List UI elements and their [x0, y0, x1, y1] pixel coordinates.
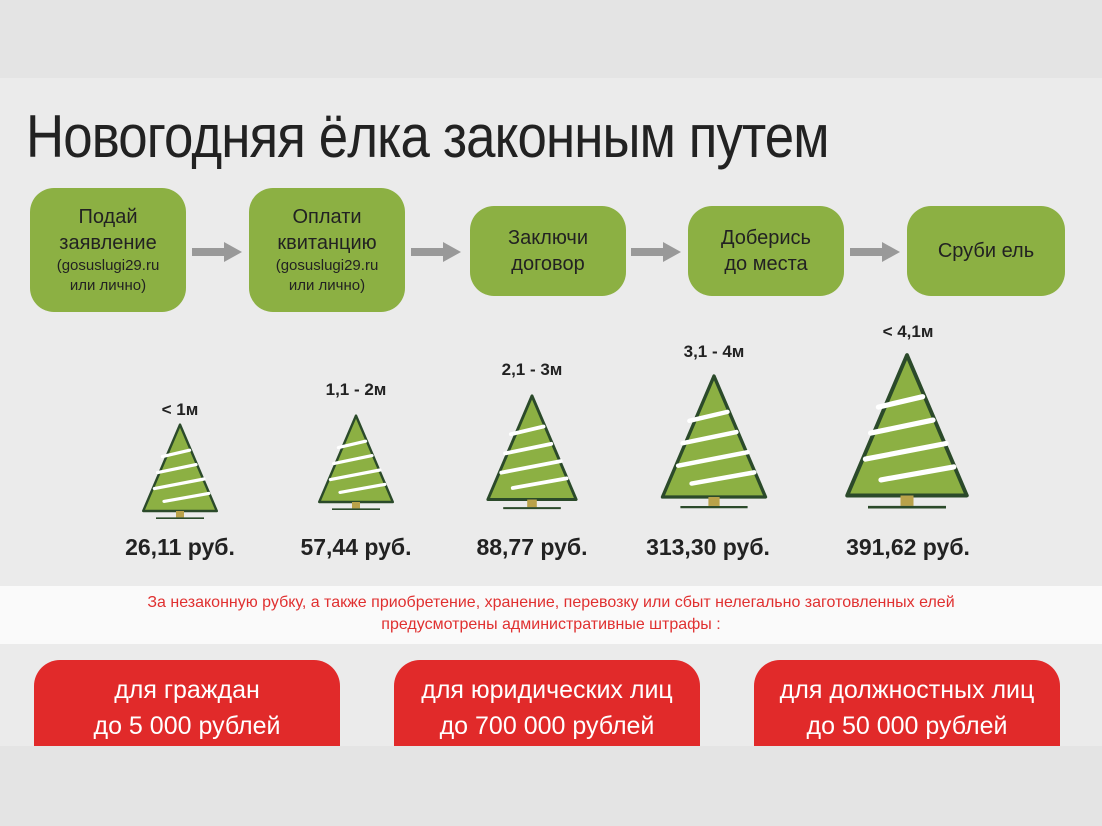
arrow-right-icon	[850, 242, 900, 262]
tree-price: 26,11 руб.	[125, 534, 235, 560]
step-pay: Оплати квитанцию (gosuslugi29.ru или лич…	[249, 188, 405, 312]
step-label: Сруби ель	[937, 240, 1035, 262]
step-note: (gosuslugi29.ru	[56, 257, 160, 274]
step-label: до места	[724, 253, 808, 275]
step-label: Доберись	[721, 227, 811, 249]
large-tree-icon	[845, 353, 969, 509]
step-label: Заключи	[508, 227, 588, 249]
fine-amount: до 5 000 рублей	[93, 712, 281, 740]
step-note: или лично)	[288, 277, 366, 294]
fine-category: для граждан	[114, 676, 260, 704]
step-contract: Заключи договор	[470, 206, 626, 296]
warning-text: предусмотрены административные штрафы :	[381, 616, 721, 633]
tree-height-label: < 4,1м	[882, 322, 934, 341]
step-label: квитанцию	[277, 232, 377, 254]
tree-height-label: 1,1 - 2м	[325, 380, 387, 399]
step-label: Подай	[78, 206, 138, 228]
step-cut: Сруби ель	[907, 206, 1065, 296]
page-title: Новогодняя ёлка законным путем	[26, 103, 830, 170]
arrow-right-icon	[631, 242, 681, 262]
fine-category: для юридических лиц	[421, 676, 673, 704]
fines-warning: За незаконную рубку, а также приобретени…	[0, 586, 1102, 644]
fine-category: для должностных лиц	[779, 676, 1035, 704]
infographic-panel: Новогодняя ёлка законным путем Подай зая…	[0, 78, 1102, 746]
large-tree-icon	[660, 374, 768, 509]
arrow-right-icon	[192, 242, 242, 262]
tree-price: 313,30 руб.	[646, 534, 770, 560]
fine-officials-card: для должностных лиц до 50 000 рублей	[754, 660, 1060, 746]
medium-tree-icon	[486, 394, 578, 510]
tree-height-label: < 1м	[161, 400, 199, 419]
tree-price: 57,44 руб.	[300, 534, 412, 560]
fine-citizens-card: для граждан до 5 000 рублей	[34, 660, 340, 746]
step-note: (gosuslugi29.ru	[275, 257, 379, 274]
step-note: или лично)	[69, 277, 147, 294]
arrow-right-icon	[411, 242, 461, 262]
tree-height-label: 2,1 - 3м	[501, 360, 563, 379]
step-label: Оплати	[292, 206, 362, 228]
small-tree-icon	[318, 414, 394, 510]
tree-height-label: 3,1 - 4м	[683, 342, 745, 361]
tree-price: 88,77 руб.	[476, 534, 588, 560]
warning-text: За незаконную рубку, а также приобретени…	[147, 594, 955, 611]
small-tree-icon	[142, 423, 218, 519]
step-label: заявление	[59, 232, 157, 254]
step-apply: Подай заявление (gosuslugi29.ru или личн…	[30, 188, 186, 312]
step-travel: Доберись до места	[688, 206, 844, 296]
fine-amount: до 50 000 рублей	[806, 712, 1008, 740]
fine-legal-entities-card: для юридических лиц до 700 000 рублей	[394, 660, 700, 746]
tree-price: 391,62 руб.	[846, 534, 970, 560]
bottom-band	[0, 746, 1102, 826]
top-band	[0, 0, 1102, 78]
fine-amount: до 700 000 рублей	[439, 712, 655, 740]
step-label: договор	[511, 253, 585, 275]
